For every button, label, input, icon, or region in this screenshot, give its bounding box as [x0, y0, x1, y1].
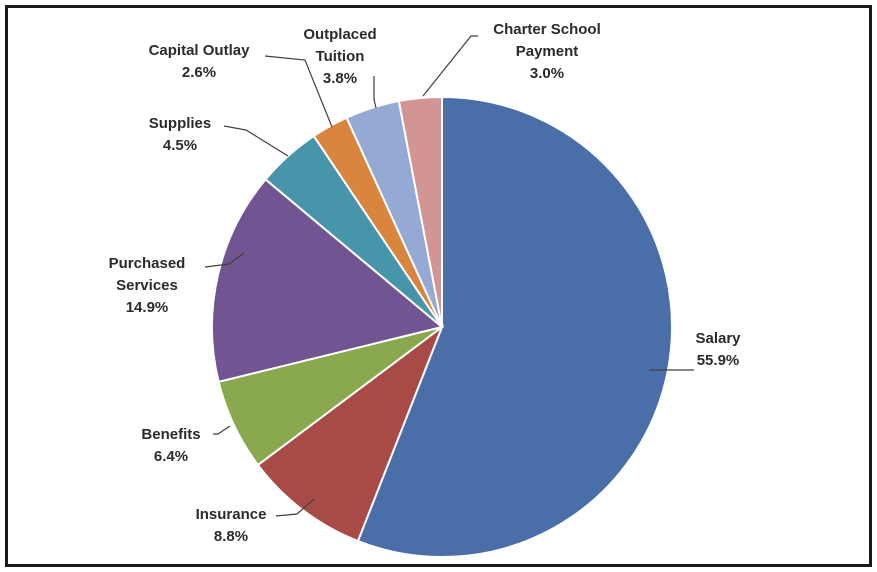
slice-label-line: Insurance	[196, 506, 267, 523]
slice-label-line: Payment	[516, 43, 579, 60]
slice-label-line: Benefits	[141, 426, 200, 443]
slice-label-supplies: Supplies 4.5%	[149, 115, 212, 154]
slice-percent: 55.9%	[697, 352, 740, 369]
slice-percent: 6.4%	[154, 448, 188, 465]
slice-percent: 2.6%	[182, 64, 216, 81]
leader-line-purchased-services	[204, 252, 245, 268]
slice-label-line: Services	[116, 277, 178, 294]
slice-label-purchased-services: Purchased Services 14.9%	[109, 255, 186, 316]
pie-slice-charter-school-payment	[397, 95, 443, 328]
slice-label-insurance: Insurance 8.8%	[196, 506, 267, 545]
slice-percent: 14.9%	[126, 299, 169, 316]
slice-label-outplaced-tuition: Outplaced Tuition 3.8%	[303, 26, 376, 87]
slice-label-line: Outplaced	[303, 26, 376, 43]
slice-label-line: Supplies	[149, 115, 212, 132]
leader-line-insurance	[275, 498, 315, 517]
leader-lines	[204, 35, 694, 517]
slice-label-capital-outlay: Capital Outlay 2.6%	[149, 42, 251, 81]
slice-label-salary: Salary 55.9%	[695, 330, 741, 369]
leader-line-outplaced-tuition	[373, 76, 377, 109]
slice-label-charter-school-payment: Charter School Payment 3.0%	[493, 21, 601, 82]
slice-percent: 8.8%	[214, 528, 248, 545]
leader-line-charter-school-payment	[422, 35, 478, 97]
leader-line-supplies	[223, 125, 289, 157]
slice-percent: 3.0%	[530, 65, 564, 82]
slice-label-line: Capital Outlay	[149, 42, 251, 59]
pie-slices	[211, 95, 673, 558]
leader-line-benefits	[213, 425, 231, 435]
slice-label-line: Charter School	[493, 21, 601, 38]
pie-slice-insurance	[256, 324, 445, 543]
slice-label-line: Purchased	[109, 255, 186, 272]
slice-label-line: Salary	[695, 330, 741, 347]
pie-slice-purchased-services	[211, 178, 445, 384]
slice-label-line: Tuition	[316, 48, 365, 65]
leader-line-capital-outlay	[264, 55, 333, 128]
slice-percent: 3.8%	[323, 70, 357, 87]
slice-label-benefits: Benefits 6.4%	[141, 426, 200, 465]
slice-labels: Salary 55.9% Insurance 8.8% Benefits 6.4% Purc…	[109, 21, 742, 545]
slice-percent: 4.5%	[163, 137, 197, 154]
